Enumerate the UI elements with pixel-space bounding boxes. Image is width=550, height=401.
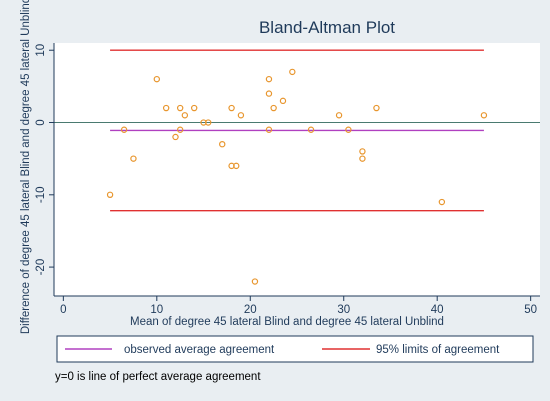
data-point xyxy=(233,162,240,170)
data-point xyxy=(205,119,212,126)
x-tick-label: 50 xyxy=(524,304,537,316)
legend-box xyxy=(56,335,534,363)
x-tick-label: 0 xyxy=(60,304,66,316)
x-tick-label: 40 xyxy=(431,304,444,316)
legend-label-limits: 95% limits of agreement xyxy=(376,344,500,356)
data-point xyxy=(335,112,343,119)
data-point xyxy=(176,126,184,133)
data-point xyxy=(279,97,287,105)
data-point xyxy=(106,191,114,198)
chart-title: Bland-Altman Plot xyxy=(259,18,395,37)
y-tick-label: -10 xyxy=(35,186,47,203)
legend: observed average agreement 95% limits of… xyxy=(56,335,534,363)
scatter-points xyxy=(106,68,488,285)
data-point xyxy=(289,68,296,76)
data-point xyxy=(438,198,446,206)
y-tick-label: 10 xyxy=(35,44,47,57)
x-tick-label: 30 xyxy=(337,304,350,316)
data-point xyxy=(176,104,184,112)
legend-label-observed: observed average agreement xyxy=(124,344,275,356)
data-point xyxy=(345,126,352,133)
data-point xyxy=(265,126,273,133)
y-axis-label: Difference of degree 45 lateral Blind an… xyxy=(20,0,32,334)
data-point xyxy=(120,126,128,133)
x-tick-label: 10 xyxy=(150,304,163,316)
data-point xyxy=(265,90,273,97)
data-point xyxy=(373,104,380,112)
axes: 0 10 20 30 40 50 10 0 -10 -20 xyxy=(35,43,540,316)
data-point xyxy=(130,155,137,162)
data-point xyxy=(237,112,245,119)
reference-lines xyxy=(54,49,540,212)
x-tick-label: 20 xyxy=(244,304,257,316)
x-axis-label: Mean of degree 45 lateral Blind and degr… xyxy=(130,316,444,328)
data-point xyxy=(162,104,170,112)
data-point xyxy=(190,104,198,112)
data-point xyxy=(270,104,277,112)
data-point xyxy=(265,75,273,83)
y-tick-label: -20 xyxy=(35,259,47,276)
data-point xyxy=(172,133,179,141)
data-point xyxy=(359,148,366,155)
data-point xyxy=(480,112,488,119)
data-point xyxy=(219,140,226,148)
data-point xyxy=(153,75,161,83)
chart-note: y=0 is line of perfect average agreement xyxy=(55,371,261,383)
data-point xyxy=(359,155,366,162)
data-point xyxy=(307,126,315,133)
plot-area xyxy=(54,43,540,296)
y-tick-label: 0 xyxy=(35,119,47,125)
data-point xyxy=(181,112,189,119)
data-point xyxy=(228,104,235,112)
data-point xyxy=(251,278,259,285)
